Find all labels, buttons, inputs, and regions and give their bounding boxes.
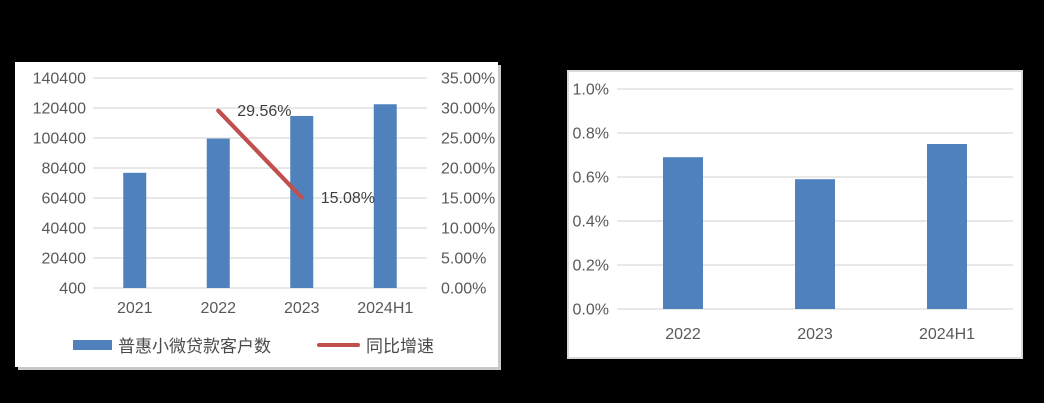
right-axis-tick-label: 5.00% [441,251,486,268]
x-axis-category-label: 2022 [665,326,701,343]
left-axis-tick-label: 400 [59,281,86,298]
line-data-label: 29.56% [237,103,291,120]
ratio-bar-chart: 1.0% 0.8% 0.6% 0.4% 0.2% 0.0% 2022 2023 2024H1 [573,82,1013,343]
line-data-label: 15.08% [321,190,375,207]
right-axis-tick-label: 10.00% [441,221,495,238]
left-axis-tick-label: 140400 [33,71,86,88]
legend-item-line-series: 同比增速 [317,332,434,357]
right-axis-tick-label: 15.00% [441,191,495,208]
y-axis-tick-label: 0.8% [573,126,609,143]
bar-2023 [795,179,835,309]
y-axis-tick-label: 0.4% [573,214,609,231]
right-axis-tick-label: 30.00% [441,101,495,118]
x-axis-category-label: 2023 [797,326,833,343]
x-axis-category-label: 2021 [117,300,153,317]
line-series-swatch-icon [317,342,360,347]
yoy-growth-line [216,108,304,200]
x-axis-category-label: 2022 [200,300,236,317]
right-axis-tick-label: 20.00% [441,161,495,178]
right-axis-tick-label: 0.00% [441,281,486,298]
bar-series-swatch-icon [73,339,112,350]
bar-2023 [290,115,314,288]
x-axis-category-label: 2024H1 [919,326,975,343]
right-axis-tick-label: 35.00% [441,71,495,88]
bar-2024H1 [373,104,397,288]
left-axis-tick-label: 100400 [33,131,86,148]
right-chart-panel: 1.0% 0.8% 0.6% 0.4% 0.2% 0.0% 2022 2023 2024H1 [567,70,1023,359]
left-chart-panel: 140400 35.00% 120400 30.00% 100400 25.00% 8040… [15,62,498,367]
left-axis-tick-label: 120400 [33,101,86,118]
right-axis-tick-label: 25.00% [441,131,495,148]
x-axis-category-label: 2024H1 [357,300,413,317]
left-axis-tick-label: 80400 [42,161,87,178]
bar-2024H1 [927,144,967,309]
bar-2021 [123,172,147,288]
legend-label-bar-series: 普惠小微贷款客户数 [118,337,271,356]
bar-2022 [206,138,230,288]
left-axis-tick-label: 40400 [42,221,87,238]
chart-legend: 普惠小微贷款客户数 同比增速 [73,332,434,357]
legend-item-bar-series: 普惠小微贷款客户数 [73,332,271,357]
left-axis-tick-label: 60400 [42,191,87,208]
bar-2022 [663,157,703,309]
x-axis-category-label: 2023 [284,300,320,317]
y-axis-tick-label: 0.0% [573,302,609,319]
combo-bar-line-chart: 140400 35.00% 120400 30.00% 100400 25.00% 8040… [33,71,496,318]
left-axis-tick-label: 20400 [42,251,87,268]
y-axis-tick-label: 0.2% [573,258,609,275]
y-axis-tick-label: 1.0% [573,82,609,99]
legend-label-line-series: 同比增速 [366,337,434,356]
y-axis-tick-label: 0.6% [573,170,609,187]
